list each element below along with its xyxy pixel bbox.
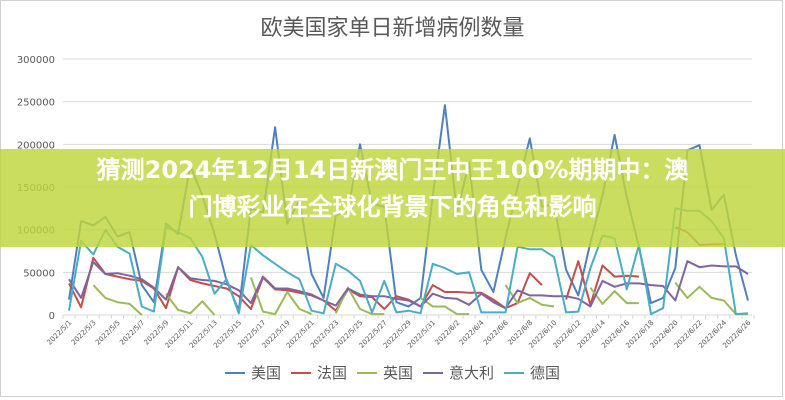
legend-label: 法国 xyxy=(316,364,347,382)
legend-item-uk: 英国 xyxy=(356,362,413,383)
x-tick-label: 2022/5/1 xyxy=(46,319,74,347)
legend-item-italy: 意大利 xyxy=(423,362,494,383)
headline-text: 猜测2024年12月14日新澳门王中王100%期期中：澳 门博彩业在全球化背景下… xyxy=(0,152,785,226)
series-line-3 xyxy=(68,260,749,310)
x-tick-label: 2022/5/7 xyxy=(118,319,146,347)
legend: 美国 法国 英国 意大利 德国 xyxy=(0,362,785,383)
y-tick-label: 300000 xyxy=(17,55,55,66)
headline-line-1: 猜测2024年12月14日新澳门王中王100%期期中：澳 xyxy=(96,156,689,184)
y-tick-label: 0 xyxy=(49,311,55,322)
legend-label: 英国 xyxy=(382,364,413,382)
legend-item-us: 美国 xyxy=(224,362,281,383)
x-tick-label: 2022/6/2 xyxy=(434,319,462,347)
series-line-2 xyxy=(92,277,748,316)
x-tick-label: 2022/6/4 xyxy=(458,318,486,346)
legend-item-germany: 德国 xyxy=(504,362,560,383)
x-tick-label: 2022/5/3 xyxy=(70,319,98,347)
x-tick-label: 2022/6/6 xyxy=(482,318,510,346)
y-tick-label: 50000 xyxy=(23,268,55,279)
legend-item-france: 法国 xyxy=(290,362,347,383)
legend-label: 意大利 xyxy=(449,364,495,382)
legend-swatch xyxy=(423,371,443,374)
chart-title: 欧美国家单日新增病例数量 xyxy=(260,16,525,41)
legend-label: 德国 xyxy=(530,364,561,382)
headline-banner xyxy=(0,149,785,247)
legend-label: 美国 xyxy=(250,364,281,382)
legend-swatch xyxy=(290,371,311,374)
headline-line-2: 门博彩业在全球化背景下的角色和影响 xyxy=(188,193,597,221)
legend-swatch xyxy=(504,371,525,374)
x-tick-label: 2022/5/5 xyxy=(94,319,122,347)
y-tick-label: 250000 xyxy=(17,98,55,109)
y-tick-label: 200000 xyxy=(17,140,55,151)
legend-swatch xyxy=(224,371,245,374)
legend-swatch xyxy=(356,371,377,374)
